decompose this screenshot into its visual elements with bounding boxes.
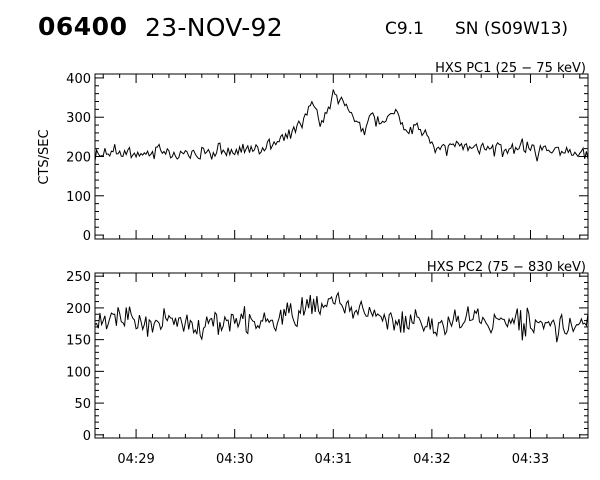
y-tick-label: 0 — [83, 429, 91, 444]
pc2-panel: HXS PC2 (75 − 830 keV) 0 50 100 150 200 250 04… — [66, 260, 589, 467]
event-date: 23-NOV-92 — [145, 13, 283, 42]
pc1-ylabel: CTS/SEC — [37, 129, 52, 184]
plot-frame — [94, 272, 589, 439]
plot-frame — [94, 73, 589, 240]
series-line — [94, 291, 589, 343]
y-tick-label: 200 — [66, 302, 91, 317]
goes-class: C9.1 — [385, 19, 424, 39]
x-tick-label: 04:32 — [413, 452, 450, 467]
event-number: 06400 — [38, 12, 128, 41]
y-tick-label: 400 — [66, 72, 91, 87]
pc2-title: HXS PC2 (75 − 830 keV) — [427, 260, 586, 275]
y-tick-label: 100 — [66, 365, 91, 380]
y-tick-label: 50 — [74, 397, 91, 412]
y-tick-label: 0 — [83, 229, 91, 244]
y-tick-label: 250 — [66, 270, 91, 285]
pc1-title: HXS PC1 (25 − 75 keV) — [435, 61, 586, 76]
y-tick-label: 100 — [66, 190, 91, 205]
flare-location: SN (S09W13) — [455, 19, 569, 39]
y-tick-label: 150 — [66, 334, 91, 349]
y-tick-label: 300 — [66, 111, 91, 126]
pc1-panel: HXS PC1 (25 − 75 keV) CTS/SEC 0 100 200 300… — [37, 61, 589, 244]
x-tick-label: 04:33 — [512, 452, 549, 467]
series-line — [94, 89, 589, 162]
x-tick-label: 04:30 — [216, 452, 253, 467]
x-tick-label: 04:31 — [315, 452, 352, 467]
y-tick-label: 200 — [66, 151, 91, 166]
x-tick-label: 04:29 — [117, 452, 154, 467]
